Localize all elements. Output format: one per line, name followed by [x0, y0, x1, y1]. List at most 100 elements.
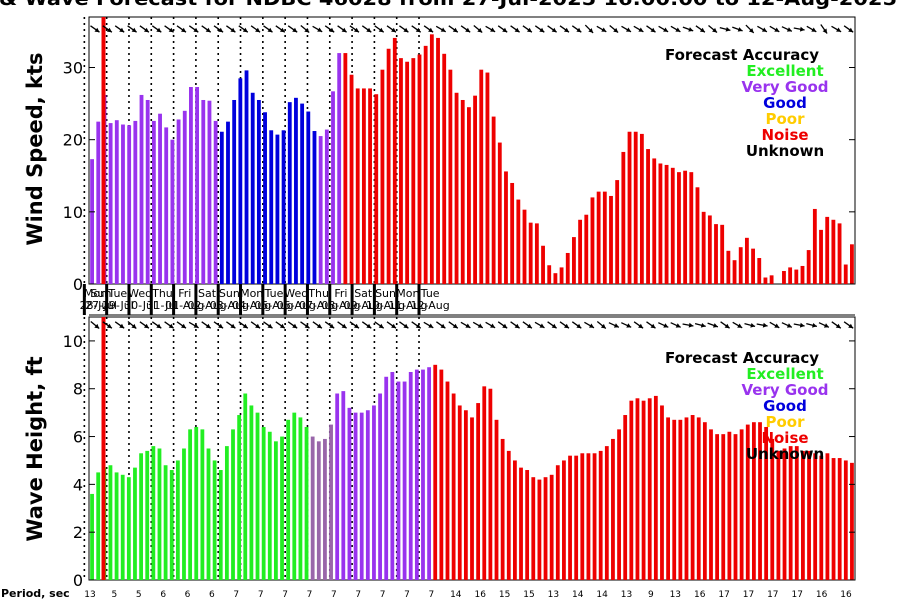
direction-arrow: [213, 25, 224, 33]
bar: [664, 164, 669, 284]
bar: [473, 95, 477, 284]
bar: [837, 223, 842, 284]
y-tick-label: 0: [73, 571, 83, 590]
y-tick-label: 10: [63, 332, 83, 351]
arrow-head: [799, 322, 805, 328]
arrow-head: [279, 27, 285, 33]
direction-arrow: [806, 25, 817, 33]
bar: [182, 448, 186, 580]
bar: [108, 123, 113, 284]
bar: [562, 460, 566, 580]
period-value: 17: [791, 590, 802, 600]
bar: [337, 53, 342, 284]
bar: [633, 131, 638, 284]
bar: [306, 111, 311, 284]
arrow-head: [131, 27, 137, 33]
bar: [439, 369, 444, 580]
arrow-head: [490, 323, 496, 328]
bar: [504, 171, 508, 284]
bar: [365, 410, 370, 580]
direction-arrow: [831, 25, 842, 33]
arrow-head: [378, 27, 384, 33]
bar: [411, 58, 416, 284]
direction-arrow: [621, 25, 632, 33]
bar: [611, 438, 615, 580]
legend-title: Forecast Accuracy: [665, 46, 819, 64]
arrow-head: [106, 323, 112, 329]
bar: [660, 405, 664, 580]
arrow-head: [527, 323, 532, 329]
arrow-head: [181, 27, 186, 33]
bar: [158, 113, 162, 284]
arrow-head: [403, 27, 409, 33]
arrow-head: [774, 323, 780, 328]
bar: [310, 436, 315, 580]
legend-item: Good: [763, 94, 807, 112]
legend-title: Forecast Accuracy: [665, 349, 819, 367]
day-label: Thu: [307, 287, 329, 300]
bar: [408, 371, 413, 580]
arrow-head: [106, 27, 112, 33]
bar: [318, 136, 323, 284]
arrow-head: [267, 323, 273, 329]
period-value: 9: [648, 590, 654, 600]
bar: [559, 267, 564, 284]
direction-arrow: [547, 321, 557, 329]
bar: [813, 453, 818, 580]
period-value: 14: [596, 590, 608, 600]
direction-arrow: [473, 25, 483, 33]
arrow-head: [477, 323, 483, 328]
day-label: Mon: [84, 287, 107, 300]
bar: [670, 167, 675, 284]
direction-arrow: [448, 321, 459, 329]
bar: [764, 426, 769, 580]
arrow-head: [329, 27, 335, 33]
direction-arrow: [164, 25, 174, 33]
bar: [448, 69, 453, 285]
bar: [341, 391, 346, 580]
bar: [568, 455, 572, 580]
arrow-head: [354, 27, 359, 33]
bar: [543, 477, 548, 580]
bar: [414, 369, 419, 580]
direction-arrow: [559, 25, 570, 33]
bar: [751, 422, 756, 580]
direction-arrow: [769, 321, 780, 329]
bar: [390, 371, 395, 580]
period-value: 14: [450, 590, 462, 600]
arrow-head: [600, 323, 606, 329]
direction-arrow: [707, 322, 719, 328]
bar: [531, 477, 536, 580]
direction-arrow: [757, 25, 768, 33]
bar: [188, 429, 193, 580]
bar: [623, 415, 628, 580]
bar: [726, 250, 731, 284]
bar: [709, 429, 713, 580]
bar: [843, 460, 848, 580]
bar: [329, 424, 333, 580]
bar: [677, 172, 681, 284]
bar: [479, 69, 484, 285]
bar: [90, 493, 94, 580]
arrow-head: [279, 323, 285, 329]
day-label: Tue: [107, 287, 127, 300]
bar: [238, 78, 243, 284]
bar: [733, 434, 738, 580]
arrow-head: [626, 323, 632, 328]
arrow-head: [626, 27, 631, 32]
day-label: Tue: [420, 287, 440, 300]
direction-arrow: [571, 321, 582, 329]
arrow-head: [564, 27, 569, 33]
bar: [757, 258, 762, 284]
y-tick-label: 6: [73, 428, 83, 447]
direction-arrow: [411, 321, 422, 329]
direction-arrow: [374, 321, 385, 329]
bar: [831, 219, 836, 284]
direction-arrow: [820, 24, 828, 34]
day-label: Mon: [396, 287, 419, 300]
bar: [243, 393, 248, 580]
legend-item: Unknown: [746, 142, 824, 160]
day-label: Mon: [240, 287, 263, 300]
bar: [639, 133, 644, 284]
direction-arrow: [756, 322, 768, 328]
